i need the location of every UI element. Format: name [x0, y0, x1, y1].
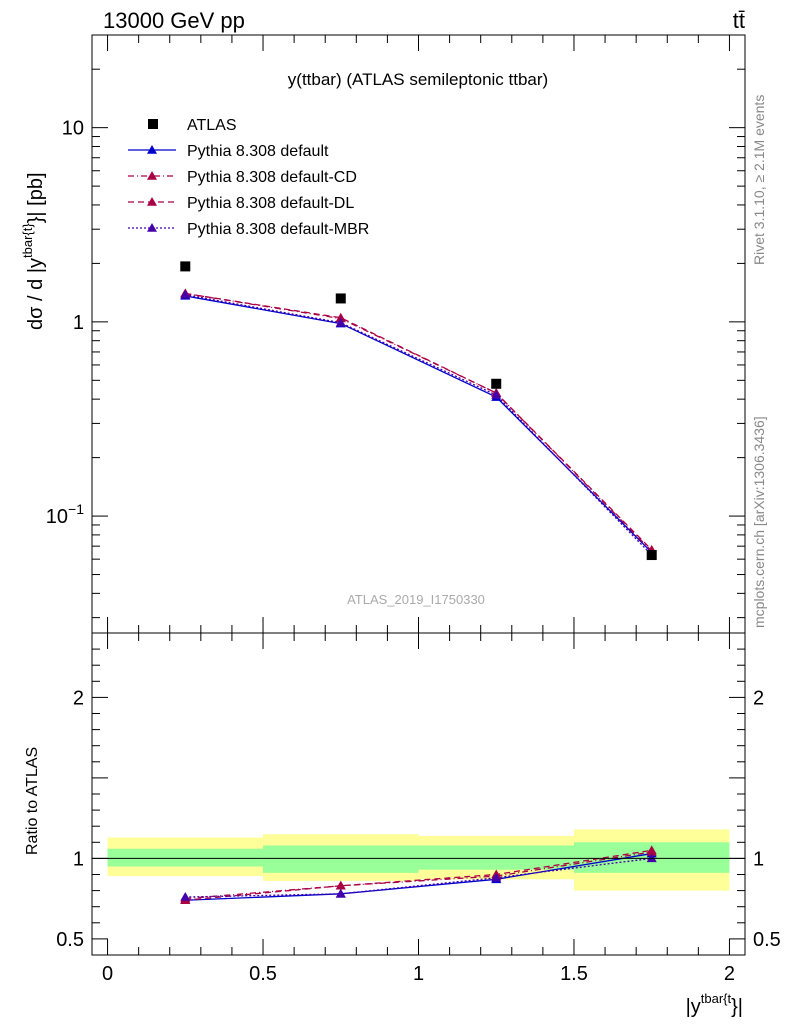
main-series-line-3: [185, 294, 653, 556]
main-y-tick-label-0: 10: [62, 118, 84, 140]
legend-atlas-label: ATLAS: [187, 117, 237, 134]
atlas-data-point-0: [180, 261, 191, 272]
x-tick-label-2: 1: [413, 963, 424, 985]
svg-text:dσ / d |ytbar{t}}| [pb]: dσ / d |ytbar{t}}| [pb]: [20, 172, 47, 330]
atlas-data-point-3: [646, 550, 657, 561]
ratio-y-tick-label-left-2: 0.5: [56, 929, 84, 951]
rivet-label: Rivet 3.1.10, ≥ 2.1M events: [751, 95, 767, 265]
ratio-series-line-1: [185, 851, 652, 900]
main-series-line-0: [185, 295, 653, 553]
ratio-layer: [180, 845, 657, 905]
legend-label-0: Pythia 8.308 default: [187, 143, 329, 160]
main-series-line-2: [185, 292, 653, 551]
ratio-series-3-marker-0: [180, 892, 191, 901]
ratio-band-green-0: [107, 848, 264, 867]
y-axis-title-text: dσ / d |y: [25, 258, 47, 330]
x-axis-title-end: }|: [731, 996, 743, 1018]
main-y-tick-label-2: 10−1: [46, 501, 84, 528]
main-series-3-marker-2: [491, 390, 502, 399]
y-axis-title-ratio: Ratio to ATLAS: [24, 747, 41, 855]
ratio-y-tick-label-right-0: 2: [753, 687, 764, 709]
legend-label-2: Pythia 8.308 default-DL: [187, 195, 354, 212]
atlas-data-point-1: [335, 293, 346, 304]
ratio-band-green-1: [263, 845, 419, 873]
ratio-series-line-3: [185, 857, 652, 898]
ratio-band-green-2: [418, 845, 574, 870]
legend-marker-1: [147, 171, 157, 180]
legend-atlas-marker: [148, 119, 158, 129]
process-label: tt̄: [733, 8, 745, 33]
x-axis-title-text: |y: [686, 996, 701, 1018]
legend-marker-3: [147, 223, 157, 232]
main-series-3-marker-1: [335, 317, 346, 327]
legend-label-1: Pythia 8.308 default-CD: [187, 169, 357, 186]
ratio-series-3-marker-1: [335, 888, 346, 898]
main-series-3-marker-0: [180, 289, 191, 299]
series-layer: [180, 261, 657, 561]
y-axis-title-end: }| [pb]: [25, 172, 47, 223]
x-tick-label-0: 0: [102, 963, 113, 985]
legend-marker-0: [147, 145, 157, 154]
x-tick-label-4: 2: [724, 963, 735, 985]
y-axis-title-sup: tbar{t}: [20, 223, 35, 258]
svg-text:|ytbar{t}|: |ytbar{t}|: [686, 991, 743, 1018]
chart-title: y(ttbar) (ATLAS semileptonic ttbar): [288, 70, 548, 89]
y-axis-title-main: dσ / d |ytbar{t}}| [pb]: [20, 172, 47, 330]
atlas-data-point-2: [491, 378, 502, 389]
ratio-y-tick-label-right-1: 1: [753, 848, 764, 870]
x-axis-title-sup: tbar{t: [701, 991, 732, 1006]
main-series-2-marker-1: [335, 312, 346, 322]
energy-label: 13000 GeV pp: [103, 8, 245, 33]
ratio-series-2-marker-1: [335, 880, 346, 890]
x-tick-label-3: 1.5: [560, 963, 588, 985]
legend: ATLAS Pythia 8.308 default Pythia 8.308 de…: [128, 117, 369, 238]
main-y-tick-label-1: 1: [73, 312, 84, 334]
watermark-label: ATLAS_2019_I1750330: [347, 592, 485, 607]
ratio-y-tick-label-right-2: 0.5: [753, 929, 781, 951]
x-tick-label-1: 0.5: [249, 963, 277, 985]
ratio-series-line-2: [185, 849, 652, 901]
axes-layer: 10 1 10−1 2 2 1 1 0.5 0.5 0 0.5 1 1.5 2: [46, 34, 781, 985]
legend-marker-2: [147, 197, 157, 206]
ratio-plot-frame: [91, 632, 746, 956]
legend-label-3: Pythia 8.308 default-MBR: [187, 221, 369, 238]
ratio-y-tick-label-left-0: 2: [73, 687, 84, 709]
ratio-series-line-0: [185, 852, 652, 901]
ratio-series-3-marker-2: [491, 872, 502, 882]
ratio-series-3-marker-3: [646, 853, 657, 863]
x-axis-title: |ytbar{t}|: [686, 991, 743, 1018]
main-series-line-1: [185, 292, 653, 552]
ratio-series-2-marker-3: [646, 845, 657, 855]
ratio-y-tick-label-left-1: 1: [73, 848, 84, 870]
mcplots-label: mcplots.cern.ch [arXiv:1306.3436]: [751, 416, 767, 628]
